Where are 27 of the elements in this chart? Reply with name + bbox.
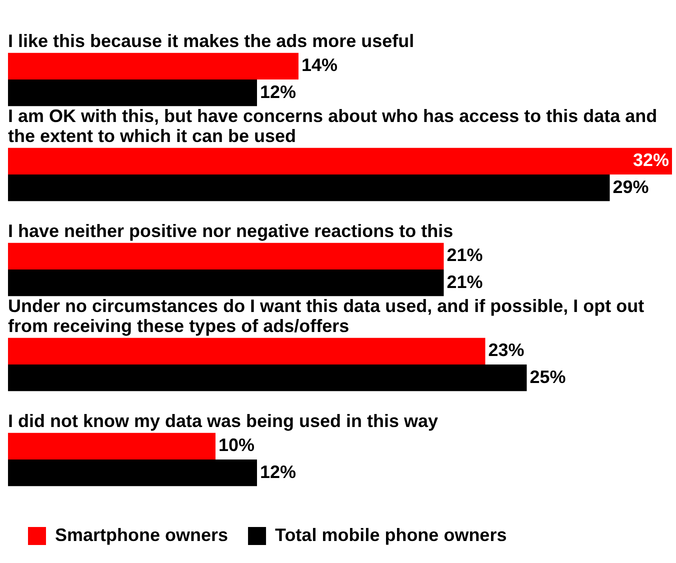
bar bbox=[8, 338, 486, 364]
bar bbox=[8, 432, 216, 460]
legend-label: Smartphone owners bbox=[55, 524, 228, 545]
data-label: 32% bbox=[632, 150, 669, 170]
data-label: 10% bbox=[218, 435, 255, 456]
bar bbox=[8, 80, 257, 106]
y-tick-label: I am OK with this, but have concerns about who has access to this data and the extent to which it can be used bbox=[8, 106, 658, 146]
bar bbox=[8, 148, 672, 174]
bar bbox=[8, 364, 527, 392]
bar bbox=[8, 460, 257, 486]
y-tick-label: I did not know my data was being used in this way bbox=[8, 410, 438, 431]
data-label: 29% bbox=[612, 176, 649, 197]
legend-label: Total mobile phone owners bbox=[275, 524, 507, 545]
bar bbox=[8, 242, 444, 270]
data-label: 12% bbox=[260, 462, 296, 482]
y-tick-label: Under no circumstances do I want this data used, and if possible, I opt out from receiving these types of ads/offers bbox=[8, 296, 644, 336]
data-label: 21% bbox=[446, 272, 483, 292]
data-label: 21% bbox=[446, 245, 483, 266]
data-label: 14% bbox=[302, 55, 338, 76]
data-label: 25% bbox=[530, 366, 566, 387]
bar bbox=[8, 174, 610, 202]
data-label: 23% bbox=[488, 340, 524, 360]
y-tick-label: I have neither positive nor negative reactions to this bbox=[8, 220, 454, 241]
bar bbox=[8, 270, 444, 296]
y-tick-label: I like this because it makes the ads more useful bbox=[8, 30, 414, 51]
bar bbox=[8, 52, 298, 80]
data-label: 12% bbox=[260, 82, 296, 102]
